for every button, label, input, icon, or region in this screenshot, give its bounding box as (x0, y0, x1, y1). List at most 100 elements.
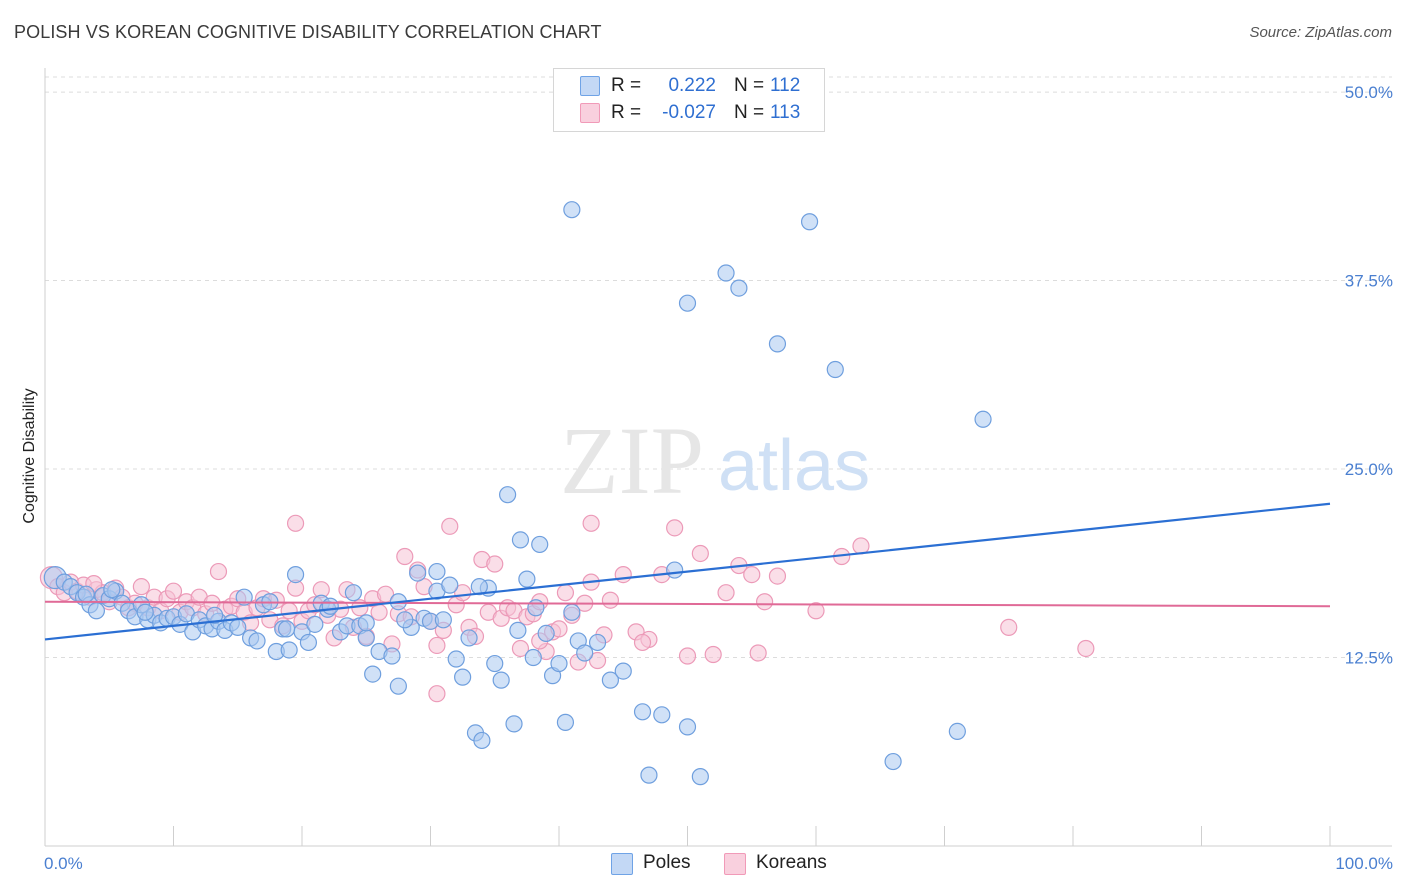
poles-point (434, 611, 452, 629)
watermark: ZIP atlas (560, 407, 870, 514)
x-tick-label: 0.0% (44, 854, 83, 873)
koreans-point (486, 555, 504, 573)
poles-points (43, 201, 992, 786)
correlation-legend: R = 0.222 N = 112 R = -0.027 N = 113 (553, 68, 825, 132)
poles-point (691, 768, 709, 786)
poles-point (653, 706, 671, 724)
poles-point (136, 603, 154, 621)
source-note: Source: ZipAtlas.com (1249, 24, 1392, 41)
poles-point (235, 588, 253, 606)
poles-point (633, 703, 652, 721)
poles-point (768, 335, 787, 353)
koreans-point (132, 578, 150, 596)
poles-point (563, 201, 581, 219)
tick-labels: 12.5% 25.0% 37.5% 50.0% 0.0% 100.0% (44, 83, 1393, 873)
legend-r-label: R = (611, 102, 642, 123)
koreans-point (1077, 639, 1095, 658)
poles-point (826, 360, 844, 379)
y-tick-label: 12.5% (1345, 649, 1393, 668)
legend-r-value: -0.027 (662, 102, 716, 123)
koreans-trend-line (44, 600, 1331, 608)
poles-point (357, 614, 375, 632)
poles-point (550, 654, 568, 673)
koreans-point (704, 645, 722, 664)
koreans-point (1000, 618, 1018, 636)
poles-point (537, 624, 555, 642)
legend-swatch-koreans (580, 103, 600, 123)
poles-point (77, 585, 95, 603)
koreans-point (582, 514, 600, 532)
poles-point (103, 581, 121, 599)
bottom-legend-label-poles: Poles (643, 852, 691, 873)
poles-point (492, 671, 510, 689)
koreans-point (666, 519, 684, 537)
legend-row-koreans: R = -0.027 N = 113 (554, 100, 824, 126)
poles-point (389, 677, 407, 695)
koreans-point (743, 565, 761, 584)
poles-point (277, 620, 296, 638)
koreans-point (768, 567, 787, 585)
watermark-zip: ZIP (560, 407, 704, 514)
poles-point (460, 629, 478, 647)
koreans-point (556, 584, 575, 602)
poles-point (447, 650, 465, 668)
poles-point (229, 618, 247, 636)
bottom-legend-label-koreans: Koreans (756, 852, 827, 873)
poles-point (321, 597, 339, 615)
poles-point (524, 648, 542, 667)
koreans-point (852, 537, 870, 555)
poles-point (588, 633, 607, 652)
poles-point (614, 662, 632, 680)
legend-n-label: N = (734, 75, 765, 96)
legend-r-label: R = (611, 75, 642, 96)
poles-point (454, 668, 472, 686)
poles-point (357, 629, 375, 647)
poles-point (678, 294, 697, 312)
koreans-point (370, 603, 388, 621)
poles-point (509, 621, 527, 639)
chart-title: POLISH VS KOREAN COGNITIVE DISABILITY CO… (14, 22, 602, 42)
poles-point (248, 632, 266, 650)
koreans-point (614, 565, 632, 584)
legend-n-label: N = (734, 102, 765, 123)
koreans-point (209, 562, 228, 581)
poles-point (511, 531, 530, 549)
poles-point (800, 213, 819, 231)
gridlines (45, 76, 1392, 659)
poles-point (576, 644, 594, 662)
trend-lines (44, 502, 1331, 641)
poles-point (730, 279, 748, 297)
koreans-point (511, 639, 530, 658)
legend-row-poles: R = 0.222 N = 112 (554, 73, 824, 99)
koreans-point (717, 584, 735, 602)
poles-point (505, 715, 523, 733)
poles-point (717, 264, 735, 282)
koreans-point (691, 544, 709, 563)
poles-point (286, 565, 305, 584)
x-tick-label: 100.0% (1335, 854, 1393, 873)
y-tick-label: 37.5% (1345, 272, 1393, 291)
koreans-point (280, 602, 298, 620)
poles-point (206, 606, 224, 624)
poles-point (299, 633, 318, 652)
poles-point (87, 602, 106, 620)
poles-point (428, 562, 446, 581)
poles-point (518, 570, 536, 588)
legend-swatch-poles (580, 76, 600, 96)
poles-point (563, 603, 581, 621)
poles-point (409, 564, 427, 582)
poles-point (974, 410, 992, 428)
poles-point (473, 731, 491, 750)
koreans-point (588, 651, 607, 670)
poles-point (666, 561, 684, 579)
poles-point (640, 766, 658, 784)
koreans-point (428, 636, 446, 655)
koreans-point (428, 685, 446, 703)
poles-trend-line (44, 502, 1331, 641)
koreans-point (601, 591, 620, 609)
koreans-point (678, 647, 697, 665)
koreans-point (633, 633, 652, 652)
poles-point (499, 486, 517, 504)
y-tick-label: 50.0% (1345, 83, 1393, 102)
